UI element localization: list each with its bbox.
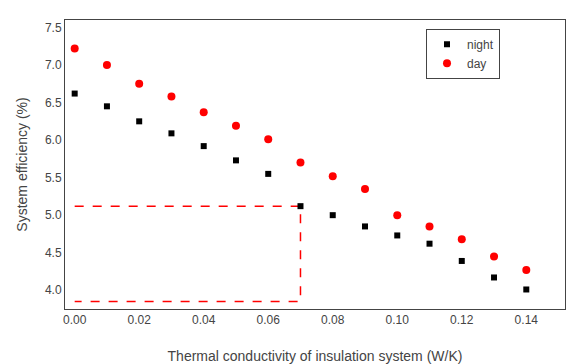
svg-text:0.10: 0.10 (386, 313, 410, 327)
svg-text:6.0: 6.0 (45, 133, 62, 147)
svg-text:4.0: 4.0 (45, 283, 62, 297)
svg-text:0.00: 0.00 (63, 313, 87, 327)
svg-text:night: night (467, 38, 494, 52)
svg-text:0.04: 0.04 (192, 313, 216, 327)
svg-text:0.08: 0.08 (321, 313, 345, 327)
svg-text:4.5: 4.5 (45, 246, 62, 260)
svg-text:0.02: 0.02 (128, 313, 152, 327)
svg-text:0.14: 0.14 (515, 313, 539, 327)
svg-text:5.5: 5.5 (45, 171, 62, 185)
svg-text:0.12: 0.12 (450, 313, 474, 327)
svg-text:5.0: 5.0 (45, 208, 62, 222)
svg-text:Thermal conductivity of insula: Thermal conductivity of insulation syste… (168, 348, 463, 364)
svg-text:System efficiency (%): System efficiency (%) (14, 97, 30, 231)
svg-text:day: day (467, 57, 486, 71)
svg-text:0.06: 0.06 (257, 313, 281, 327)
svg-text:7.5: 7.5 (45, 21, 62, 35)
svg-text:6.5: 6.5 (45, 96, 62, 110)
svg-text:7.0: 7.0 (45, 58, 62, 72)
